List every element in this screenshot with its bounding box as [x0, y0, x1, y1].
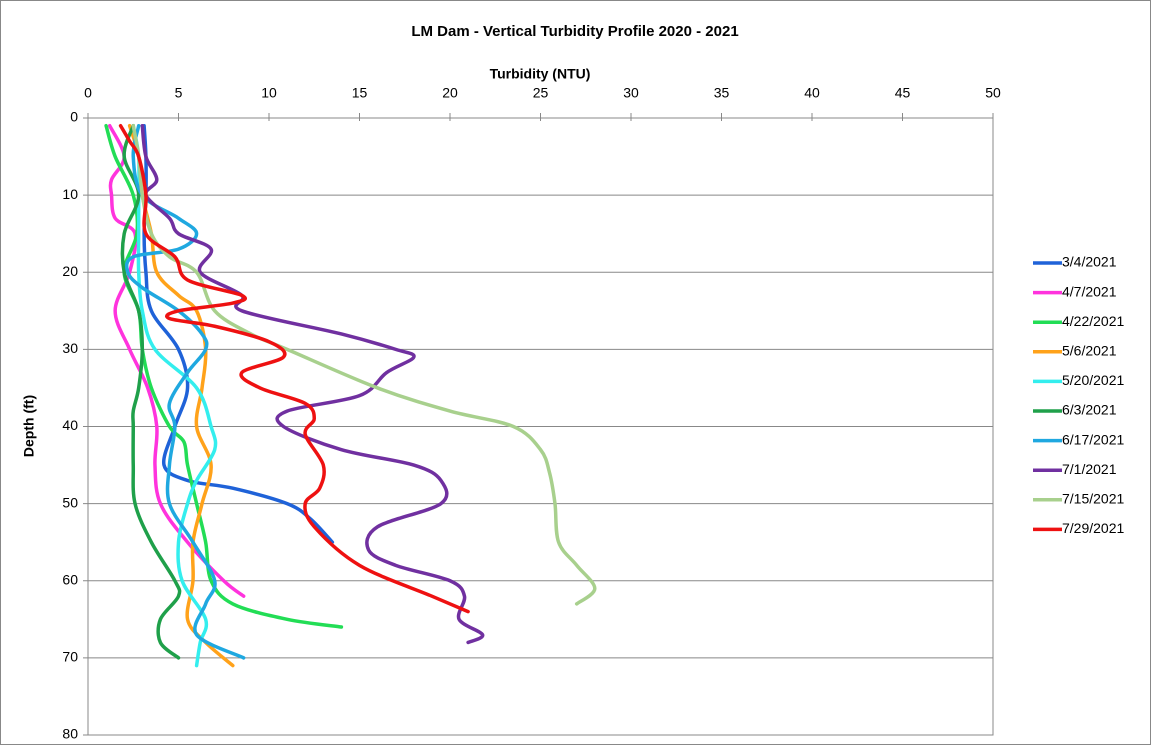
series-line	[118, 123, 470, 614]
y-tick-label: 20	[62, 263, 78, 279]
series-line	[107, 123, 246, 598]
legend-label: 5/20/2021	[1062, 372, 1124, 388]
chart-title: LM Dam - Vertical Turbidity Profile 2020…	[411, 23, 738, 40]
series-line	[131, 123, 218, 668]
y-tick-label: 50	[62, 494, 78, 510]
x-axis-title: Turbidity (NTU)	[490, 66, 591, 82]
legend-label: 6/17/2021	[1062, 431, 1124, 447]
x-tick-label: 5	[175, 85, 183, 101]
y-tick-label: 70	[62, 649, 78, 665]
y-tick-label: 30	[62, 340, 78, 356]
legend-label: 7/15/2021	[1062, 491, 1124, 507]
series-line	[131, 123, 597, 606]
legend-label: 7/1/2021	[1062, 461, 1117, 477]
legend-label: 6/3/2021	[1062, 402, 1117, 418]
y-tick-label: 60	[62, 571, 78, 587]
series-line	[124, 123, 246, 660]
x-tick-label: 0	[84, 85, 92, 101]
y-tick-label: 0	[70, 109, 78, 125]
legend-label: 3/4/2021	[1062, 254, 1117, 270]
y-tick-label: 40	[62, 417, 78, 433]
y-tick-label: 80	[62, 726, 78, 742]
x-tick-label: 15	[352, 85, 368, 101]
x-tick-label: 40	[804, 85, 820, 101]
x-tick-label: 20	[442, 85, 458, 101]
y-axis-title: Depth (ft)	[21, 395, 37, 457]
x-tick-label: 35	[714, 85, 730, 101]
x-tick-label: 25	[533, 85, 549, 101]
x-tick-label: 50	[985, 85, 1001, 101]
y-tick-label: 10	[62, 186, 78, 202]
x-tick-label: 10	[261, 85, 277, 101]
legend-label: 4/7/2021	[1062, 283, 1117, 299]
legend-label: 7/29/2021	[1062, 520, 1124, 536]
x-tick-label: 30	[623, 85, 639, 101]
legend-label: 5/6/2021	[1062, 343, 1117, 359]
series-line	[140, 123, 485, 645]
legend-label: 4/22/2021	[1062, 313, 1124, 329]
series-line	[120, 123, 182, 660]
x-tick-label: 45	[895, 85, 911, 101]
